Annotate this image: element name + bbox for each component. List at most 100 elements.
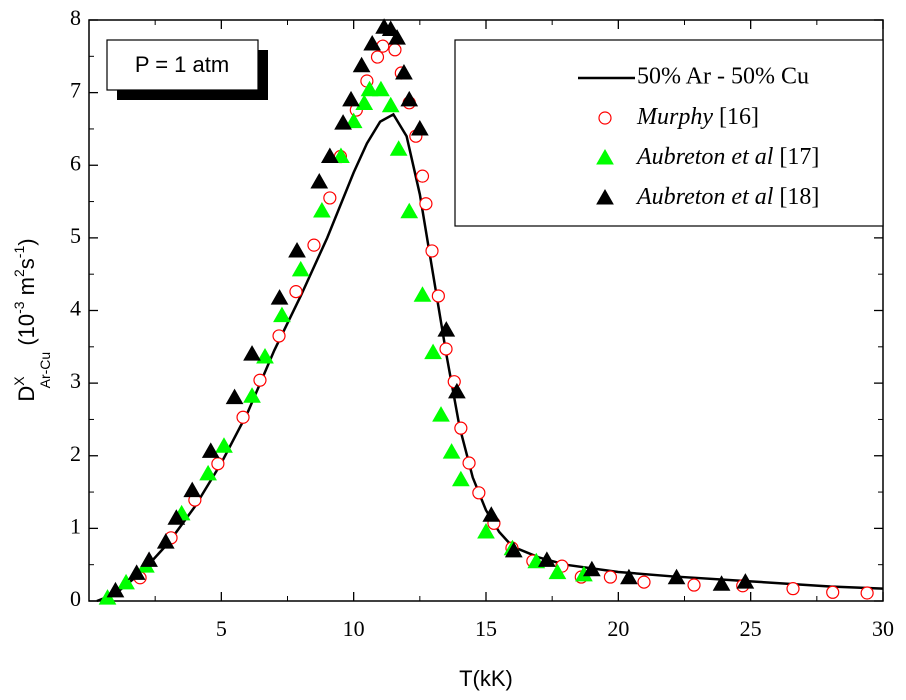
circle-marker [415,169,430,183]
triangle-marker [667,568,686,585]
y-tick-label: 6 [70,150,81,175]
legend-marker [596,188,614,205]
legend-label: 50% Ar - 50% Cu [637,64,809,90]
triangle-marker [332,147,350,164]
y-axis-title-part: m [14,277,39,301]
legend-marker [596,148,614,165]
triangle-marker [400,90,419,107]
circle-marker [687,578,701,592]
y-axis-title-part: Ar-Cu [37,352,53,389]
circle-marker [786,582,800,596]
triangle-marker [712,575,731,591]
triangle-marker [156,533,175,549]
y-axis-title-part: s [14,258,39,269]
y-tick-label: 7 [70,78,81,103]
line-series [96,112,884,603]
y-axis-title-part: ) [14,238,39,245]
triangle-marker [360,80,379,97]
triangle-marker [352,56,371,73]
y-axis-title-part: 2 [11,269,27,277]
x-tick-label: 20 [607,616,629,641]
x-tick-label: 15 [475,616,497,641]
x-tick-label: 30 [872,616,894,641]
triangle-marker [355,94,374,111]
triangle-marker [538,551,556,567]
triangle-marker [372,80,390,97]
triangle-marker [117,573,135,590]
circle-marker [388,43,402,57]
triangle-marker [243,345,261,361]
circle-marker [454,421,468,435]
circle-marker [370,50,385,64]
triangle-marker [291,260,310,277]
y-tick-label: 0 [70,586,81,611]
x-tick-label: 25 [740,616,762,641]
legend-label: Aubreton et al [17] [635,144,819,170]
y-axis-title-part: -3 [11,301,27,314]
triangle-marker [395,64,413,80]
y-tick-label: 3 [70,368,81,393]
triangle-marker [482,506,501,522]
annotation: P = 1 atm [135,52,229,77]
triangle-marker [106,581,125,598]
legend-label: Murphy [16] [636,104,759,130]
y-axis-title-part: D [14,386,39,402]
circle-marker [211,457,225,471]
x-tick-label: 5 [216,616,227,641]
triangle-marker [342,90,360,107]
triangle-marker [320,147,339,164]
triangle-marker [310,172,329,189]
annotation-box [106,39,259,91]
triangle-marker [620,568,638,585]
triangle-marker [548,563,567,580]
circle-marker [425,244,439,258]
legend-box [454,39,884,227]
circle-marker [439,342,453,356]
circle-marker [603,570,617,584]
x-tick-label: 10 [343,616,365,641]
triangle-marker [504,541,523,558]
y-tick-label: 1 [70,513,81,538]
triangle-marker [199,464,217,481]
triangle-marker [334,114,352,130]
triangle-marker [215,437,233,453]
circle-marker [472,486,486,500]
triangle-marker [363,34,382,51]
triangle-marker [167,509,186,525]
y-tick-label: 5 [70,223,81,248]
y-tick-label: 8 [70,5,81,30]
circle-marker [637,575,651,589]
triangle-marker [256,347,274,364]
triangle-marker [270,289,289,305]
triangle-marker [477,522,495,539]
triangle-marker [400,202,419,219]
y-axis-title-part: (10 [14,314,39,352]
x-axis-title: T(kK) [459,666,513,691]
triangle-marker [432,406,450,422]
triangle-marker [140,551,158,567]
circle-marker [236,410,250,424]
triangle-marker [183,481,202,498]
triangle-marker [413,286,432,302]
triangle-marker [448,382,466,399]
triangle-marker [442,443,461,459]
y-axis-title: DX Ar-Cu (10-3 m2s-1) [11,238,53,401]
circle-marker [462,456,476,470]
triangle-marker [388,29,406,45]
circle-marker [307,238,321,252]
y-tick-label: 4 [70,296,81,321]
y-axis-title-part: X [11,376,27,386]
y-axis-title-part: -1 [11,246,27,259]
legend-label: Aubreton et al [18] [635,184,819,210]
triangle-marker [313,201,331,218]
circle-marker [860,586,874,600]
triangle-marker [736,573,755,589]
triangle-marker [424,343,442,360]
circle-marker [253,373,267,387]
circle-marker [323,191,337,205]
triangle-marker [437,321,456,337]
triangle-marker [451,470,470,487]
y-tick-label: 2 [70,441,81,466]
circle-marker [289,285,303,299]
triangle-marker [381,20,400,36]
